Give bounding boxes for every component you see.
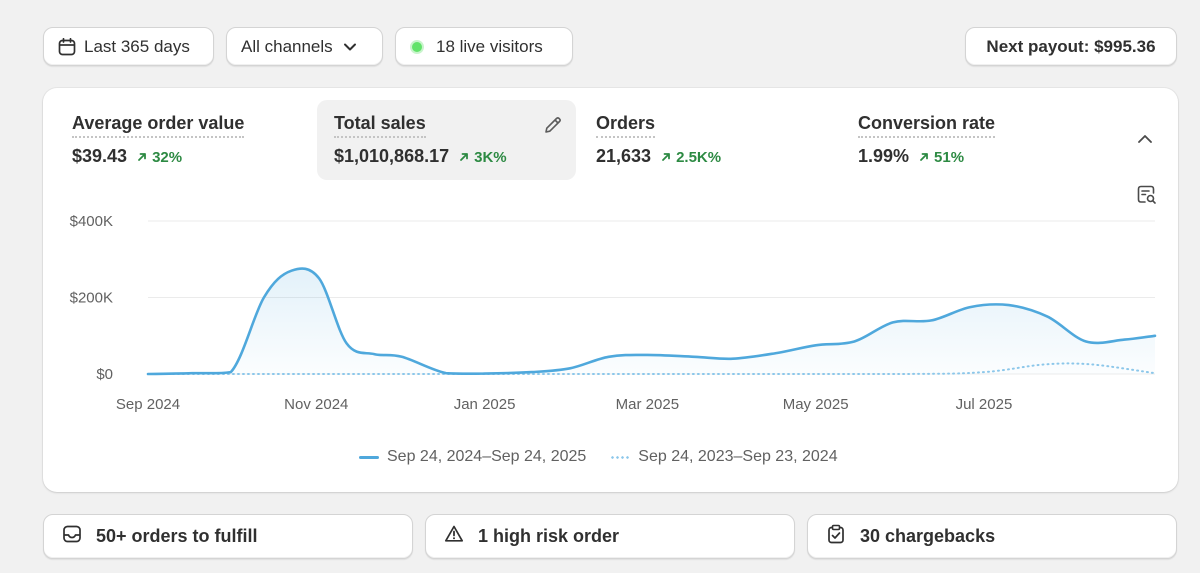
metric-conversion-rate[interactable]: Conversion rate 1.99% 51% [841,100,1100,180]
next-payout-button[interactable]: Next payout: $995.36 [965,27,1177,66]
pencil-icon[interactable] [542,114,564,141]
live-indicator-dot [410,39,424,54]
chargebacks-button[interactable]: 30 chargebacks [807,514,1177,559]
report-search-icon[interactable] [1136,184,1158,211]
legend-swatch-solid [359,455,379,459]
sales-overview-card: Average order value $39.43 32% Total sal… [43,88,1178,492]
legend-label: Sep 24, 2024–Sep 24, 2025 [387,448,587,465]
legend-label: Sep 24, 2023–Sep 23, 2024 [638,448,838,465]
metric-average-order-value[interactable]: Average order value $39.43 32% [55,100,314,180]
y-tick-label: $400K [70,213,113,230]
metric-change: 51% [919,149,964,166]
x-tick-label: Sep 2024 [116,396,180,413]
legend-item-current[interactable]: Sep 24, 2024–Sep 24, 2025 [359,448,586,466]
next-payout-label: Next payout: $995.36 [986,36,1156,56]
metric-change: 3K% [459,149,507,166]
metric-change-value: 51% [934,148,965,166]
metric-change-value: 3K% [474,148,507,166]
x-tick-label: Mar 2025 [616,396,679,413]
action-label: 1 high risk order [478,526,620,546]
series-current-line [146,267,1157,376]
date-range-label: Last 365 days [84,36,190,56]
metric-change: 32% [137,149,182,166]
metric-change-value: 32% [152,148,183,166]
series-previous-line [147,362,1156,375]
channel-select-button[interactable]: All channels [226,27,383,66]
series-current-area [148,268,1155,374]
sales-chart: $0 $200K $400K Sep 2024 Nov 2024 Jan 2025 Mar … [70,213,1157,413]
x-tick-label: May 2025 [783,396,849,413]
metric-label: Total sales [334,113,426,138]
high-risk-order-button[interactable]: 1 high risk order [425,514,795,559]
metric-value: 1.99% [858,146,910,166]
arrow-up-right-icon [460,153,469,161]
clipboard-check-icon [826,524,846,549]
live-visitors-button[interactable]: 18 live visitors [395,27,573,66]
metric-value: $1,010,868.17 [334,146,450,166]
metric-label: Average order value [72,113,245,138]
chevron-up-icon[interactable] [1136,132,1154,151]
x-tick-label: Jul 2025 [956,396,1013,413]
x-tick-label: Nov 2024 [284,396,348,413]
calendar-icon [58,37,76,56]
arrow-up-right-icon [138,153,146,161]
chart-legend: Sep 24, 2024–Sep 24, 2025 Sep 24, 2023–S… [359,446,862,468]
metric-label: Orders [596,113,656,138]
chevron-down-icon [343,42,357,52]
metric-value: $39.43 [72,146,128,166]
metric-change: 2.5K% [661,149,721,166]
arrow-up-right-icon [920,153,928,161]
metric-value: 21,633 [596,146,652,166]
arrow-up-right-icon [662,153,670,161]
legend-item-previous[interactable]: Sep 24, 2023–Sep 23, 2024 [610,448,838,466]
inbox-icon [62,524,82,549]
y-tick-label: $200K [70,290,113,307]
action-label: 50+ orders to fulfill [96,526,258,546]
y-tick-label: $0 [96,366,113,383]
legend-swatch-dotted [610,455,631,459]
date-range-button[interactable]: Last 365 days [43,27,214,66]
x-tick-label: Jan 2025 [454,396,516,413]
metric-orders[interactable]: Orders 21,633 2.5K% [579,100,838,180]
live-visitors-label: 18 live visitors [436,36,543,56]
metric-total-sales[interactable]: Total sales $1,010,868.17 3K% [317,100,576,180]
metric-label: Conversion rate [858,113,996,138]
channel-label: All channels [241,36,333,56]
orders-to-fulfill-button[interactable]: 50+ orders to fulfill [43,514,413,559]
alert-triangle-icon [444,524,464,549]
action-label: 30 chargebacks [860,526,996,546]
metric-change-value: 2.5K% [676,148,722,166]
